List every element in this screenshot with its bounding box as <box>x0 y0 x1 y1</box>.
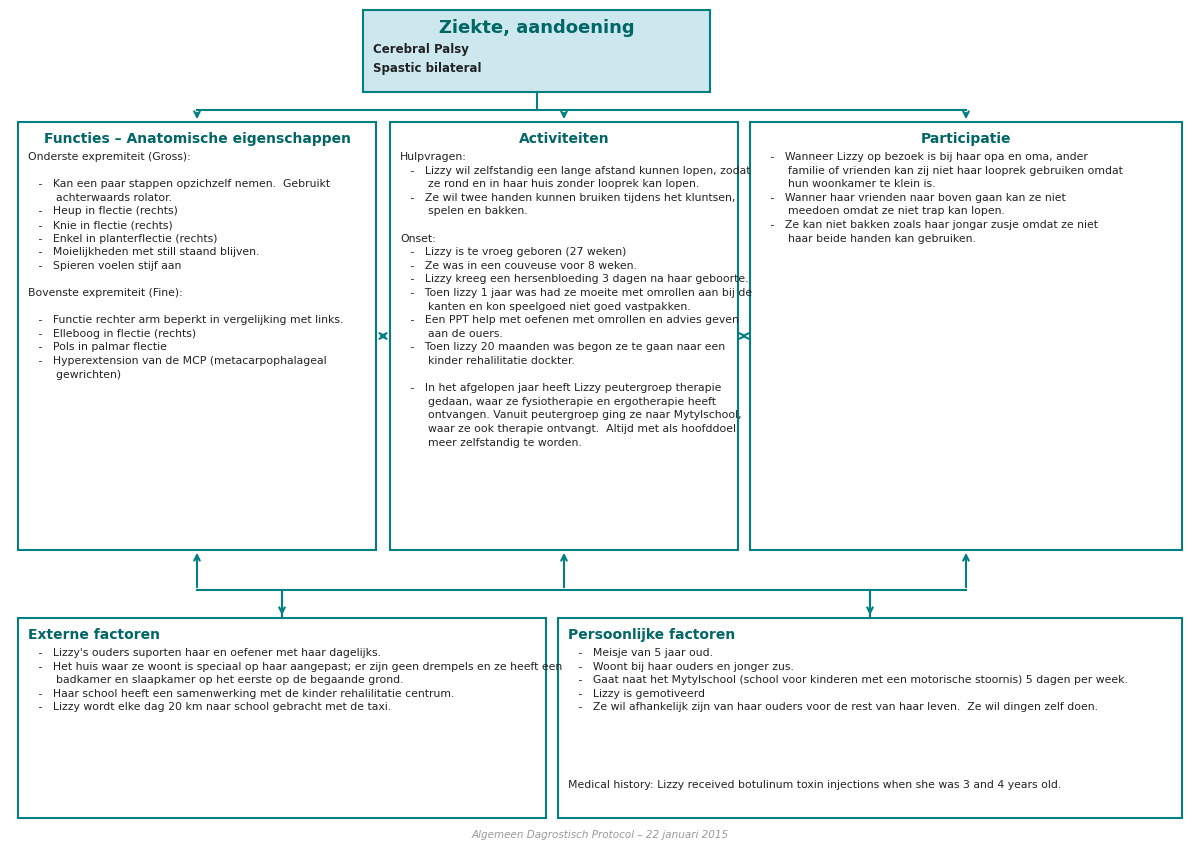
Bar <box>18 122 376 550</box>
Text: -   Wanneer Lizzy op bezoek is bij haar opa en oma, ander
        familie of vri: - Wanneer Lizzy op bezoek is bij haar op… <box>760 152 1123 244</box>
Text: Cerebral Palsy
Spastic bilateral: Cerebral Palsy Spastic bilateral <box>373 43 481 75</box>
Text: Functies – Anatomische eigenschappen: Functies – Anatomische eigenschappen <box>43 132 350 146</box>
Text: Onderste expremiteit (Gross):

   -   Kan een paar stappen opzichzelf nemen.  Ge: Onderste expremiteit (Gross): - Kan een … <box>28 152 343 380</box>
Text: Participatie: Participatie <box>920 132 1012 146</box>
Text: Ziekte, aandoening: Ziekte, aandoening <box>439 19 635 37</box>
Bar <box>18 618 546 818</box>
Bar <box>364 10 710 92</box>
Text: Persoonlijke factoren: Persoonlijke factoren <box>568 628 736 642</box>
Text: Medical history: Lizzy received botulinum toxin injections when she was 3 and 4 : Medical history: Lizzy received botulinu… <box>568 780 1061 790</box>
Text: -   Meisje van 5 jaar oud.
   -   Woont bij haar ouders en jonger zus.
   -   Ga: - Meisje van 5 jaar oud. - Woont bij haa… <box>568 648 1128 712</box>
Text: Externe factoren: Externe factoren <box>28 628 160 642</box>
Text: Algemeen Dagrostisch Protocol – 22 januari 2015: Algemeen Dagrostisch Protocol – 22 janua… <box>472 830 728 840</box>
Text: -   Lizzy's ouders suporten haar en oefener met haar dagelijks.
   -   Het huis : - Lizzy's ouders suporten haar en oefene… <box>28 648 563 712</box>
Text: Activiteiten: Activiteiten <box>518 132 610 146</box>
Text: Hulpvragen:
   -   Lizzy wil zelfstandig een lange afstand kunnen lopen, zodat
 : Hulpvragen: - Lizzy wil zelfstandig een … <box>400 152 752 447</box>
Bar <box>390 122 738 550</box>
Bar <box>750 122 1182 550</box>
Bar <box>558 618 1182 818</box>
